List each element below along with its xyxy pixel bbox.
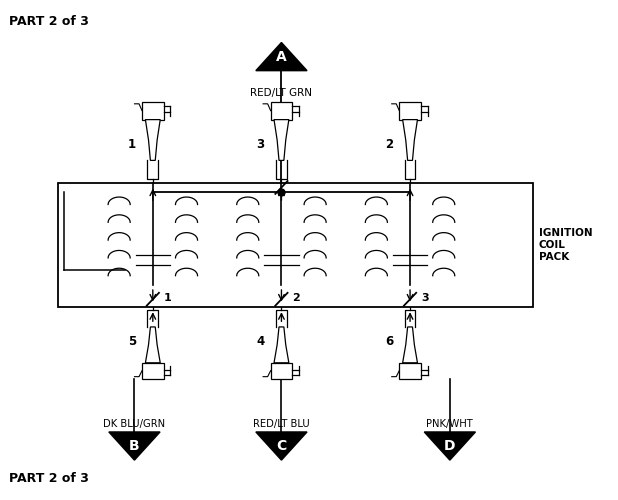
Text: 3: 3 <box>421 293 429 303</box>
Bar <box>399 102 421 119</box>
Polygon shape <box>274 120 289 160</box>
Text: 1: 1 <box>164 293 172 303</box>
Polygon shape <box>403 120 418 160</box>
Text: 2: 2 <box>385 138 393 150</box>
Text: A: A <box>276 50 287 64</box>
Text: RED/LT BLU: RED/LT BLU <box>253 420 310 430</box>
Bar <box>271 102 292 119</box>
Polygon shape <box>274 327 289 363</box>
Text: 4: 4 <box>256 335 265 348</box>
Polygon shape <box>403 327 418 363</box>
Polygon shape <box>256 432 307 460</box>
Polygon shape <box>109 432 160 460</box>
Bar <box>399 363 421 378</box>
Text: C: C <box>276 438 287 452</box>
Text: PART 2 of 3: PART 2 of 3 <box>9 15 89 28</box>
Text: DK BLU/GRN: DK BLU/GRN <box>103 420 166 430</box>
Text: 3: 3 <box>256 138 265 150</box>
Text: PNK/WHT: PNK/WHT <box>426 420 473 430</box>
Text: 2: 2 <box>292 293 300 303</box>
Bar <box>142 363 164 378</box>
Text: 6: 6 <box>385 335 393 348</box>
Text: B: B <box>129 438 140 452</box>
Text: easyautodiagnostics.com: easyautodiagnostics.com <box>234 251 384 264</box>
Text: PART 2 of 3: PART 2 of 3 <box>9 472 89 485</box>
Text: 5: 5 <box>128 335 136 348</box>
Polygon shape <box>256 42 307 70</box>
Bar <box>142 102 164 119</box>
Polygon shape <box>425 432 475 460</box>
Text: D: D <box>444 438 455 452</box>
Text: IGNITION
COIL
PACK: IGNITION COIL PACK <box>539 228 592 262</box>
Bar <box>271 363 292 378</box>
Text: 1: 1 <box>128 138 136 150</box>
Bar <box>58 183 533 307</box>
Polygon shape <box>145 120 160 160</box>
Polygon shape <box>145 327 160 363</box>
Text: RED/LT GRN: RED/LT GRN <box>250 88 313 99</box>
